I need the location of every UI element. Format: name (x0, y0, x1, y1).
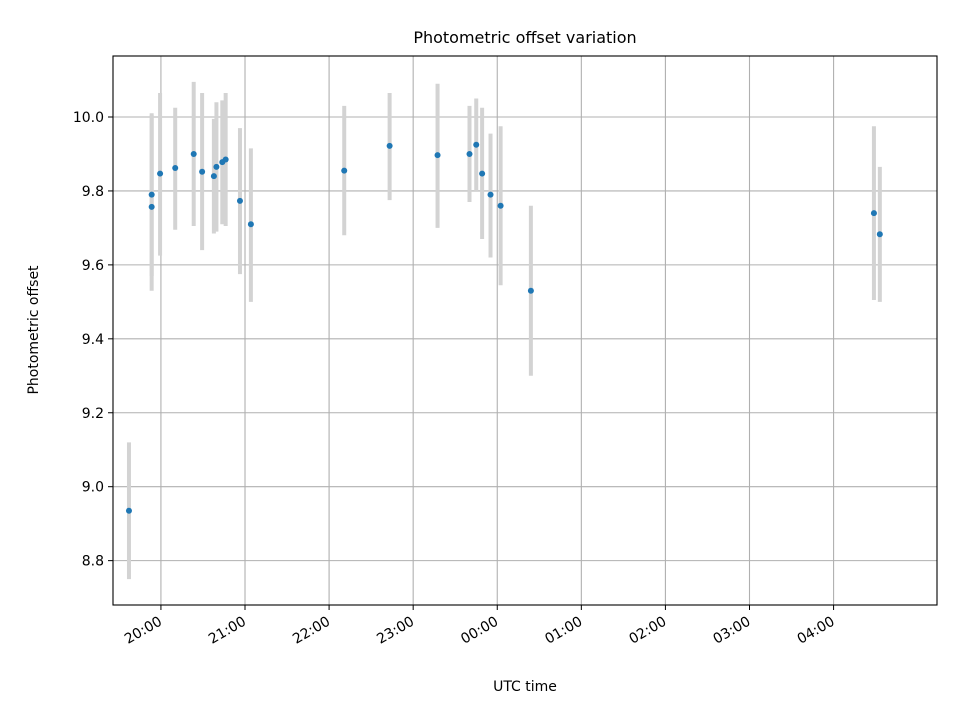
y-tick-label: 9.0 (82, 480, 104, 496)
data-point (870, 210, 877, 217)
y-axis-label: Photometric offset (26, 265, 42, 395)
y-axis-ticks: 8.8 9.0 9.2 9.4 9.6 9.8 10.0 (73, 110, 113, 570)
data-point (247, 221, 254, 228)
data-points (125, 141, 883, 514)
data-point (527, 287, 534, 294)
data-point (210, 173, 217, 180)
data-point (157, 170, 164, 177)
grid (113, 56, 937, 605)
y-tick-label: 9.4 (82, 332, 104, 348)
data-point (172, 165, 179, 172)
data-point (466, 150, 473, 157)
y-tick-label: 9.2 (82, 406, 104, 422)
data-point (497, 202, 504, 209)
data-point (222, 156, 229, 163)
x-axis-label: UTC time (493, 679, 557, 695)
data-point (386, 142, 393, 149)
data-point (236, 197, 243, 204)
data-point (148, 191, 155, 198)
data-point (434, 152, 441, 159)
data-point (487, 191, 494, 198)
data-point (199, 168, 206, 175)
y-tick-label: 10.0 (73, 110, 104, 126)
data-point (190, 150, 197, 157)
data-point (148, 203, 155, 210)
data-point (341, 167, 348, 174)
data-point (125, 507, 132, 514)
data-point (479, 170, 486, 177)
data-point (213, 163, 220, 170)
y-tick-label: 8.8 (82, 554, 104, 570)
y-tick-label: 9.6 (82, 258, 104, 274)
plot-frame (112, 55, 938, 606)
chart-title: Photometric offset variation (413, 28, 636, 47)
y-tick-label: 9.8 (82, 184, 104, 200)
data-point (473, 141, 480, 148)
data-point (876, 231, 883, 238)
